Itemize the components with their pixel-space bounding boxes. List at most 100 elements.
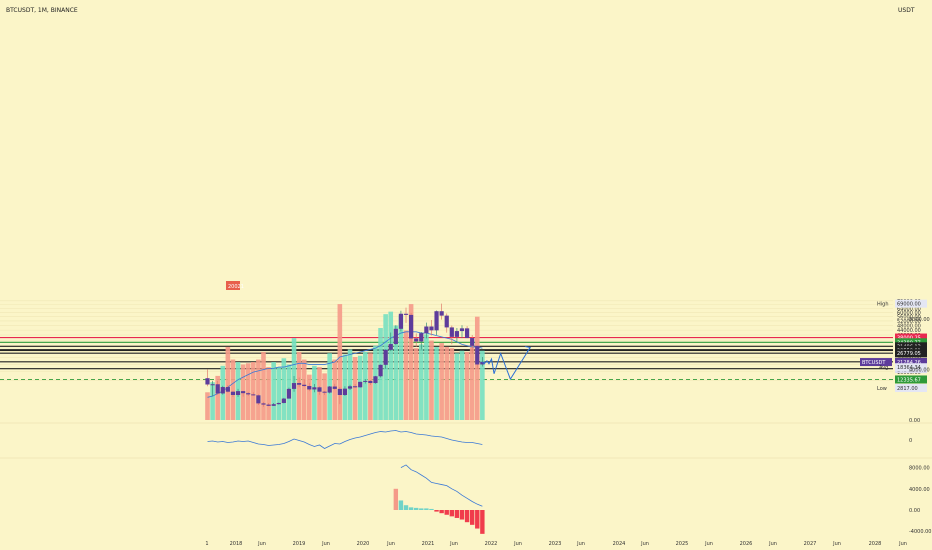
volume-bar bbox=[312, 365, 317, 420]
candle-body bbox=[409, 314, 414, 339]
oscillator-2-histogram-bar bbox=[439, 510, 444, 514]
price-axis[interactable]: 72000.0068000.0064000.0060000.0056000.00… bbox=[860, 299, 931, 535]
volume-tick-label: 8000.00 bbox=[909, 317, 930, 323]
volume-bar bbox=[271, 362, 276, 420]
osc2-tick-label: 8000.00 bbox=[909, 466, 930, 472]
oscillator-2-histogram-bar bbox=[444, 510, 449, 515]
candle-body bbox=[342, 388, 348, 395]
time-tick-label: 2027 bbox=[804, 541, 817, 547]
oscillator-2-histogram-bar bbox=[469, 510, 475, 525]
price-tick-label: 52000.00 bbox=[897, 319, 921, 325]
oscillator-2-histogram-bar bbox=[408, 507, 414, 510]
candle-body bbox=[459, 328, 465, 332]
volume-bar bbox=[424, 334, 429, 420]
candle-body bbox=[322, 391, 327, 393]
candle-body bbox=[312, 387, 317, 390]
candle-body bbox=[337, 388, 342, 395]
candle-body bbox=[363, 380, 368, 382]
volume-bar bbox=[418, 344, 424, 420]
oscillator-2-histogram-bar bbox=[454, 510, 460, 518]
candle-body bbox=[327, 386, 332, 393]
candle-body bbox=[241, 391, 246, 394]
time-tick-label: 2020 bbox=[357, 541, 370, 547]
volume-bar bbox=[245, 363, 251, 420]
time-tick-label: 1 bbox=[205, 541, 208, 547]
candle-body bbox=[230, 391, 236, 395]
volume-bar bbox=[429, 340, 434, 420]
candle-body bbox=[429, 326, 434, 331]
low-price-tag bbox=[895, 384, 927, 392]
candle-body bbox=[266, 404, 271, 406]
candle-body bbox=[246, 393, 251, 395]
level-price-label: 26779.05 bbox=[897, 351, 921, 357]
volume-bar bbox=[215, 375, 220, 420]
candle-body bbox=[393, 328, 398, 345]
time-tick-label: Jun bbox=[898, 541, 907, 547]
candle-body bbox=[291, 383, 297, 389]
candle-body bbox=[403, 313, 409, 315]
signal-marker bbox=[226, 281, 240, 290]
volume-bar bbox=[413, 348, 419, 420]
volume-bar bbox=[347, 349, 353, 420]
osc2-tick-label: 0.00 bbox=[909, 508, 920, 514]
price-tick-label: 44000.00 bbox=[897, 328, 921, 334]
candle-body bbox=[215, 384, 220, 394]
volume-bar bbox=[210, 382, 215, 420]
time-axis[interactable]: 1 2018 Jun 2019 Jun 2020 Jun 2021 Jun 2022 Jun 2023… bbox=[205, 541, 907, 547]
osc2-tick-label: -4000.00 bbox=[909, 529, 931, 535]
candle-body bbox=[347, 386, 353, 389]
time-tick-label: Jun bbox=[386, 541, 395, 547]
high-label: High bbox=[877, 302, 889, 308]
volume-bar bbox=[393, 325, 399, 420]
candle-body bbox=[256, 395, 261, 404]
candle-body bbox=[398, 313, 404, 329]
low-price-label: 2817.00 bbox=[897, 386, 918, 392]
candle-body bbox=[388, 344, 393, 350]
time-tick-label: Jun bbox=[704, 541, 713, 547]
volume-bar bbox=[307, 374, 312, 420]
volume-bar bbox=[449, 348, 455, 420]
oscillator-2-histogram-bar bbox=[459, 510, 465, 520]
volume-bar bbox=[261, 351, 266, 420]
oscillator-pane-2 bbox=[393, 464, 485, 534]
oscillator-2-histogram-bar bbox=[413, 507, 419, 510]
oscillator-2-histogram-bar bbox=[429, 508, 434, 510]
candle-body bbox=[281, 398, 286, 403]
volume-bar bbox=[256, 359, 261, 420]
candle-body bbox=[439, 311, 444, 316]
time-tick-label: Jun bbox=[321, 541, 330, 547]
avg-label: Avg bbox=[879, 365, 888, 371]
avg-price-label: 18364.34 bbox=[897, 365, 921, 371]
candle-body bbox=[261, 403, 266, 405]
price-tick-label: 60000.00 bbox=[897, 311, 921, 317]
candle-body bbox=[444, 315, 449, 328]
projection-path bbox=[482, 346, 532, 381]
oscillator-2-histogram-bar bbox=[449, 510, 455, 517]
volume-bar bbox=[464, 351, 470, 420]
volume-bar bbox=[357, 355, 363, 420]
oscillator-2-histogram-bar bbox=[403, 505, 409, 510]
volume-bar bbox=[434, 346, 439, 420]
time-tick-label: Jun bbox=[832, 541, 841, 547]
candle-body bbox=[419, 333, 424, 342]
time-tick-label: Jun bbox=[257, 541, 266, 547]
candle-body bbox=[235, 391, 241, 395]
time-tick-label: Jun bbox=[449, 541, 458, 547]
time-tick-label: Jun bbox=[513, 541, 522, 547]
oscillator-2-line bbox=[400, 464, 483, 507]
volume-bar bbox=[251, 362, 256, 420]
volume-bar bbox=[368, 353, 373, 420]
avg-price-tag bbox=[895, 363, 927, 372]
volume-bar bbox=[225, 346, 231, 420]
volume-bar bbox=[281, 358, 287, 420]
volume-bar bbox=[362, 351, 368, 420]
level-price-label: 12335.67 bbox=[897, 377, 921, 383]
candle-body bbox=[464, 328, 470, 339]
candle-body bbox=[353, 386, 358, 388]
time-tick-label: 2025 bbox=[676, 541, 689, 547]
candle-body bbox=[454, 331, 460, 337]
candle-body bbox=[414, 338, 419, 342]
